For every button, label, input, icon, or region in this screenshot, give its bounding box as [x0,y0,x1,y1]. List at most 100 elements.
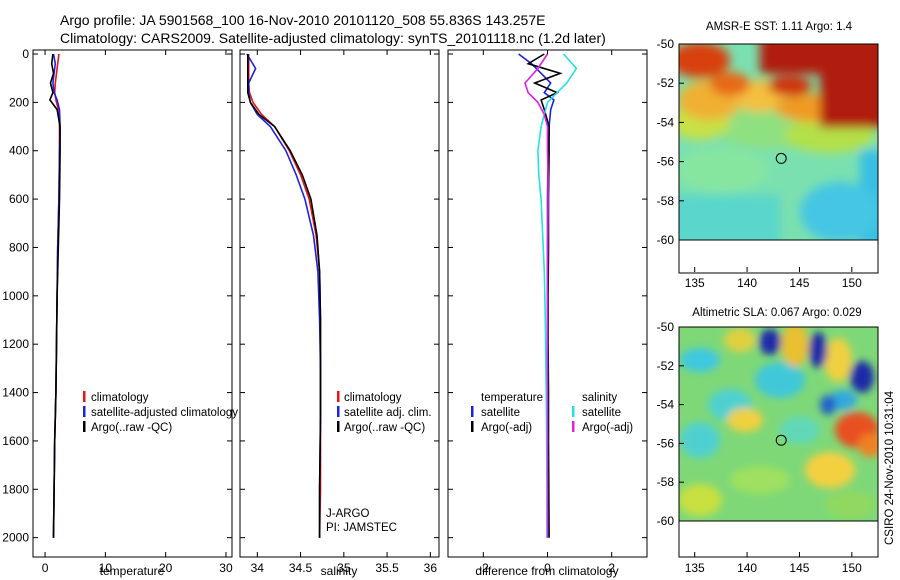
legend-header-temperature: temperature [481,392,543,404]
legend-label-satellite: satellite adj. clim. [344,407,432,419]
legend-swatch-satellite [83,406,86,417]
y-tick-label: 2000 [2,531,29,545]
x-tick-label: 150 [842,561,862,575]
x-tick-label: 145 [789,561,809,575]
difference-xlabel: difference from climatology [475,564,618,578]
legend-label-sal-satellite: satellite [582,407,621,419]
y-tick-label: -54 [657,115,675,129]
x-tick-label: 0 [42,561,49,575]
figure-title-line1: Argo profile: JA 5901568_100 16-Nov-2010… [60,12,545,28]
y-tick-label: 400 [9,144,29,158]
legend-swatch-temp-satellite [471,406,474,417]
salinity-ticks: 34 34.5 35 35.5 36 [240,50,439,575]
creation-stamp: CSIRO 24-Nov-2010 10:31:04 [884,390,896,545]
y-tick-label: 1000 [2,289,29,303]
legend-label-temp-satellite: satellite [481,407,520,419]
x-tick-label: 135 [685,276,705,290]
x-tick-label: 135 [685,561,705,575]
legend-label-satellite: satellite-adjusted climatology [91,407,238,419]
argo-location-marker [775,434,787,446]
difference-panel: -2 0 2 difference from climatology tempera… [447,49,648,578]
series-line-salinity-argo-adj- [524,53,549,538]
legend-label-temp-argo: Argo(-adj) [481,422,532,434]
float-program-annotation: J-ARGO [326,508,370,520]
y-tick-label: -58 [657,194,675,208]
legend-swatch-sal-argo [572,421,575,432]
pi-annotation: PI: JAMSTEC [326,522,397,534]
y-tick-label: 0 [22,47,29,61]
y-tick-label: 1400 [2,386,29,400]
series-line-salinity-satellite [537,53,578,538]
y-tick-label: -54 [657,398,675,412]
legend-label-sal-argo: Argo(-adj) [582,422,633,434]
legend-swatch-satellite [337,406,340,417]
difference-legend: temperature salinity satellite Argo(-adj… [471,392,633,434]
y-tick-label: -60 [657,514,675,528]
difference-ticks: -2 0 2 [448,50,647,575]
y-tick-label: -52 [657,76,675,90]
argo-location-marker [775,152,787,164]
salinity-xlabel: salinity [321,564,358,578]
salinity-lines [246,53,322,538]
x-tick-label: -2 [478,561,489,575]
legend-swatch-argo [83,421,86,432]
y-tick-label: 1600 [2,434,29,448]
x-tick-label: 20 [159,561,173,575]
sst-map-panel: AMSR-E SST: 1.11 Argo: 1.4 [657,21,879,290]
sla-map-panel: Altimetric SLA: 0.067 Argo: 0.029 [657,307,879,575]
x-tick-label: 145 [789,276,809,290]
y-tick-label: -50 [657,37,675,51]
series-line-argo-raw-qc- [48,53,61,538]
y-tick-label: -50 [657,320,675,334]
salinity-legend: climatology satellite adj. clim. Argo(..… [337,391,432,434]
sla-field [679,327,878,521]
y-tick-label: -56 [657,155,675,169]
difference-lines [518,53,578,538]
y-tick-label: -60 [657,233,675,247]
legend-label-climatology: climatology [91,392,149,404]
legend-swatch-argo [337,421,340,432]
y-tick-label: 200 [9,95,29,109]
x-tick-label: 140 [737,561,757,575]
y-tick-label: 800 [9,240,29,254]
x-tick-label: 0 [544,561,551,575]
x-tick-label: 30 [219,561,233,575]
legend-swatch-temp-argo [471,421,474,432]
legend-header-salinity: salinity [582,392,617,404]
legend-label-argo: Argo(..raw -QC) [344,422,425,434]
sst-map-title: AMSR-E SST: 1.11 Argo: 1.4 [706,21,853,33]
x-tick-label: 2 [608,561,615,575]
sst-map-ticks: 135 140 145 150 -50 -52 -54 -56 -58 -60 [657,37,862,290]
figure-title-line2: Climatology: CARS2009. Satellite-adjuste… [60,30,606,46]
series-line-argo-raw-qc- [247,54,322,538]
temperature-panel: 0 10 20 30 0 200 400 600 800 1000 1200 1400 1600 1800… [2,47,238,578]
sla-map-ticks: 135 140 145 150 -50 -52 -54 -56 -58 -60 [657,320,862,575]
x-tick-label: 34.5 [289,561,313,575]
salinity-axes-frame [239,49,440,558]
temperature-ticks: 0 10 20 30 0 200 400 600 800 1000 1200 1400 1600 1800… [2,47,233,575]
legend-label-climatology: climatology [344,392,402,404]
legend-swatch-climatology [83,391,86,402]
y-tick-label: -58 [657,475,675,489]
y-tick-label: -52 [657,359,675,373]
sla-map-title: Altimetric SLA: 0.067 Argo: 0.029 [692,307,861,319]
x-tick-label: 35.5 [375,561,399,575]
x-tick-label: 35 [337,561,351,575]
sst-field [679,44,878,240]
temperature-lines [48,53,61,538]
salinity-panel: 34 34.5 35 35.5 36 salinity climatology sate… [239,49,440,578]
x-tick-label: 10 [99,561,113,575]
y-tick-label: 1800 [2,482,29,496]
x-tick-label: 36 [424,561,438,575]
legend-swatch-climatology [337,391,340,402]
y-tick-label: 1200 [2,337,29,351]
y-tick-label: -56 [657,436,675,450]
temperature-axes-frame [32,49,233,558]
x-tick-label: 34 [251,561,265,575]
x-tick-label: 150 [842,276,862,290]
legend-swatch-sal-satellite [572,406,575,417]
series-line-temperature-argo-adj- [526,53,563,538]
temperature-xlabel: temperature [100,564,165,578]
y-tick-label: 600 [9,192,29,206]
